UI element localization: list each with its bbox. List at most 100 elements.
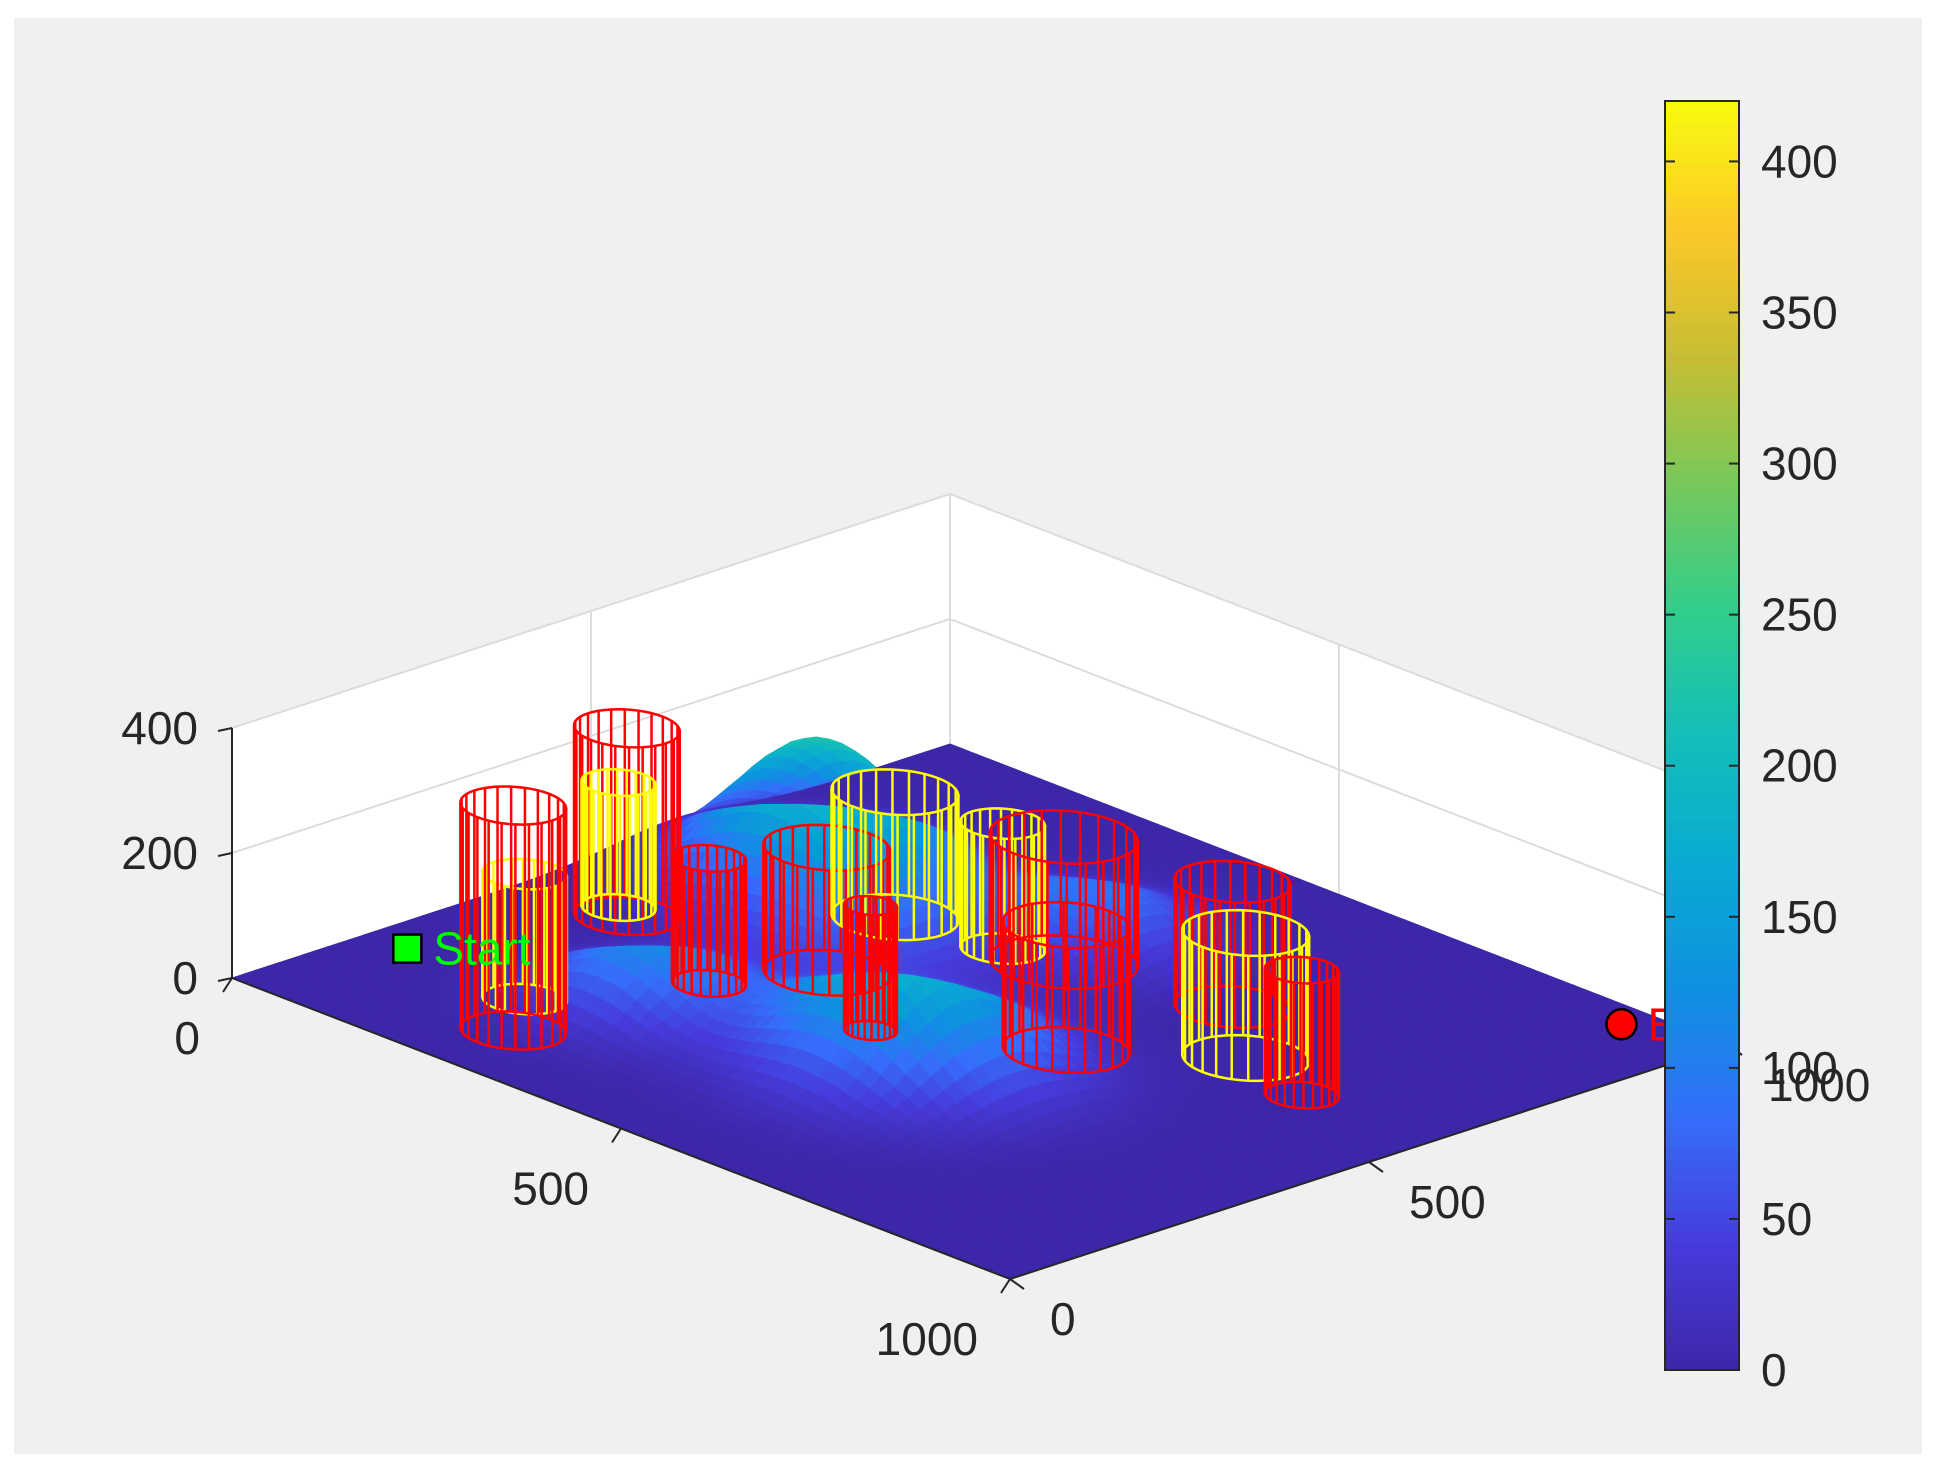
colorbar-band	[1665, 820, 1739, 832]
cylinder-top-ring	[572, 708, 682, 749]
cylinder-top-ring	[670, 843, 748, 873]
colorbar-frame	[1664, 100, 1740, 1371]
colorbar-band	[1665, 1042, 1739, 1054]
obstacle-cylinder-yellow	[580, 767, 657, 923]
x-tick-mark	[611, 1127, 622, 1144]
colorbar-band	[1665, 1190, 1739, 1202]
colorbar-band	[1665, 301, 1739, 314]
colorbar-band	[1665, 777, 1739, 790]
obstacle-cylinder-red	[988, 809, 1140, 990]
obstacle-cylinder-yellow	[830, 768, 960, 942]
colorbar-band	[1665, 598, 1739, 610]
colorbar-band	[1665, 693, 1739, 705]
obstacle-cylinder-red	[670, 843, 748, 998]
colorbar-band	[1665, 502, 1739, 515]
colorbar-band	[1665, 788, 1739, 800]
cylinder-top-ring	[459, 785, 568, 826]
colorbar-band	[1665, 492, 1739, 504]
colorbar-band	[1665, 418, 1739, 430]
colorbar-band	[1665, 947, 1739, 959]
colorbar-band	[1665, 249, 1739, 261]
colorbar-band	[1665, 735, 1739, 747]
obstacle-cylinder-red	[459, 785, 568, 1051]
colorbar-band	[1665, 978, 1739, 991]
colorbar-band	[1665, 397, 1739, 409]
colorbar-band	[1665, 323, 1739, 335]
colorbar-band	[1665, 1021, 1739, 1033]
colorbar-band	[1665, 1306, 1739, 1318]
colorbar-band	[1665, 915, 1739, 927]
colorbar-band	[1665, 1063, 1739, 1075]
colorbar-band	[1665, 185, 1739, 197]
colorbar-band	[1665, 280, 1739, 293]
y-tick-label: 1000	[1768, 1059, 1870, 1111]
colorbar-band	[1665, 1052, 1739, 1065]
colorbar-band	[1665, 1200, 1739, 1213]
colorbar-band	[1665, 872, 1739, 885]
colorbar-band	[1665, 746, 1739, 758]
colorbar-band	[1665, 957, 1739, 969]
colorbar-band	[1665, 703, 1739, 716]
colorbar-band	[1665, 1105, 1739, 1117]
colorbar-tick-label: 300	[1761, 438, 1838, 490]
colorbar-band	[1665, 1179, 1739, 1192]
colorbar-band	[1665, 640, 1739, 652]
colorbar-tick-label: 200	[1761, 740, 1838, 792]
colorbar-band	[1665, 682, 1739, 694]
x-tick-label: 500	[512, 1163, 589, 1215]
colorbar-band	[1665, 767, 1739, 779]
y-tick-mark	[1368, 1161, 1384, 1173]
colorbar-band	[1665, 291, 1739, 303]
z-tick-mark	[217, 977, 233, 982]
start-marker	[392, 933, 423, 964]
colorbar-band	[1665, 122, 1739, 134]
cylinder-top-ring	[1173, 859, 1292, 905]
colorbar-band	[1665, 1137, 1739, 1149]
colorbar-band	[1665, 164, 1739, 176]
colorbar-band	[1665, 206, 1739, 219]
colorbar-band	[1665, 724, 1739, 737]
colorbar-band	[1665, 227, 1739, 240]
colorbar-band	[1665, 471, 1739, 483]
cylinder-top-ring	[830, 768, 960, 817]
colorbar-band	[1665, 830, 1739, 843]
colorbar-band	[1665, 428, 1739, 441]
colorbar-band	[1665, 1031, 1739, 1043]
colorbar-band	[1665, 936, 1739, 948]
colorbar-band	[1665, 989, 1739, 1001]
colorbar-band	[1665, 344, 1739, 356]
colorbar-band	[1665, 650, 1739, 663]
start-label: Start	[433, 923, 530, 975]
colorbar-band	[1665, 587, 1739, 599]
colorbar-band	[1665, 524, 1739, 536]
x-tick-mark	[1000, 1278, 1011, 1294]
colorbar-band	[1665, 555, 1739, 568]
colorbar-band	[1665, 407, 1739, 420]
colorbar-band	[1665, 672, 1739, 684]
z-tick-label: 200	[121, 827, 198, 879]
cylinder-top-ring	[959, 807, 1047, 841]
colorbar-band	[1665, 862, 1739, 874]
z-tick-label: 400	[121, 702, 198, 754]
colorbar: 0 50 100 150 200 250 300 350 400	[1664, 100, 1838, 1396]
cylinder-top-ring	[1001, 900, 1131, 950]
colorbar-band	[1665, 1010, 1739, 1022]
y-tick-label: 0	[1050, 1293, 1076, 1345]
colorbar-tick-label: 400	[1761, 135, 1838, 187]
colorbar-band	[1665, 629, 1739, 642]
colorbar-band	[1665, 798, 1739, 811]
z-tick-label: 0	[172, 952, 198, 1004]
colorbar-tick-label: 100	[1761, 1042, 1838, 1094]
colorbar-band	[1665, 999, 1739, 1012]
colorbar-band	[1665, 883, 1739, 895]
colorbar-band	[1665, 1243, 1739, 1255]
colorbar-band	[1665, 1285, 1739, 1297]
colorbar-band	[1665, 439, 1739, 451]
colorbar-band	[1665, 175, 1739, 187]
colorbar-band	[1665, 238, 1739, 250]
colorbar-band	[1665, 904, 1739, 917]
colorbar-band	[1665, 365, 1739, 377]
colorbar-band	[1665, 1126, 1739, 1139]
colorbar-band	[1665, 143, 1739, 155]
